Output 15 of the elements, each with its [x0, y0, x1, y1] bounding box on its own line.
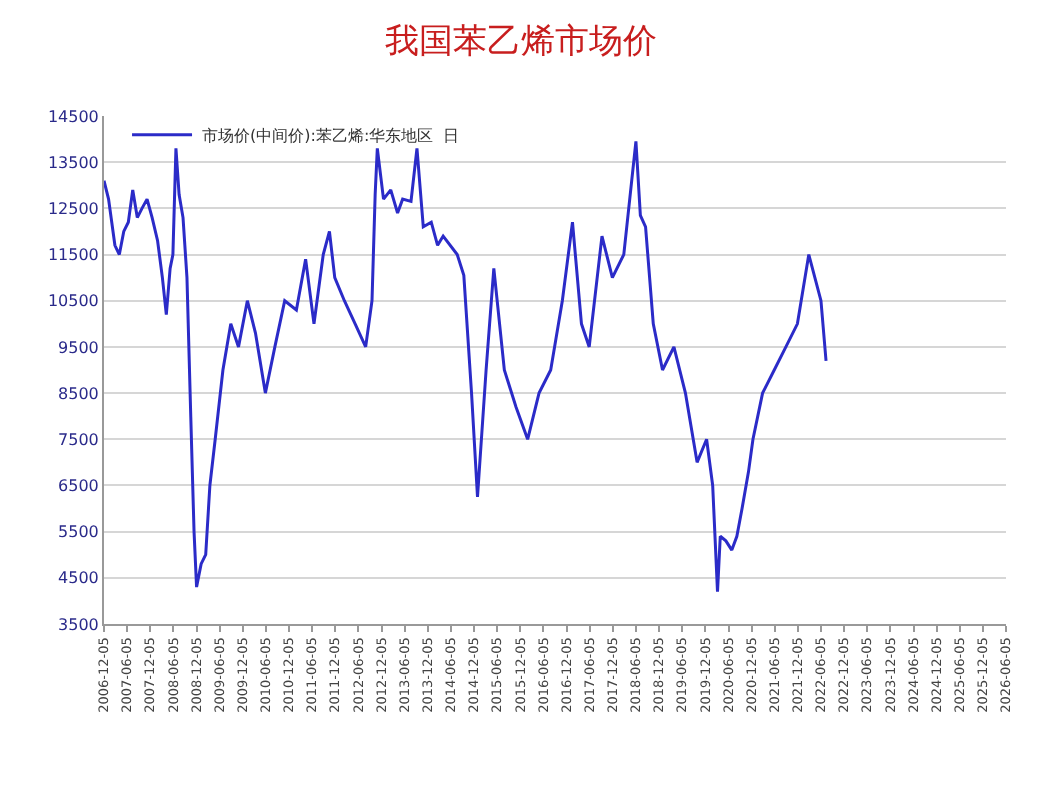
line-series: [104, 139, 828, 594]
y-tick-label: 9500: [58, 338, 99, 357]
y-tick-label: 13500: [47, 153, 99, 172]
y-tick-label: 3500: [58, 615, 99, 634]
y-tick-label: 8500: [58, 384, 99, 403]
y-tick-label: 5500: [58, 523, 99, 542]
y-tick-label: 14500: [47, 107, 99, 126]
y-tick-label: 6500: [58, 477, 99, 496]
chart-title: 我国苯乙烯市场价: [385, 21, 657, 62]
y-tick-label: 7500: [58, 430, 99, 449]
y-tick-label: 11500: [47, 246, 99, 265]
y-tick-label: 4500: [58, 569, 99, 588]
y-tick-label: 10500: [47, 292, 99, 311]
legend-label: 市场价(中间价):苯乙烯:华东地区 日: [202, 127, 460, 146]
y-tick-label: 12500: [47, 199, 99, 218]
